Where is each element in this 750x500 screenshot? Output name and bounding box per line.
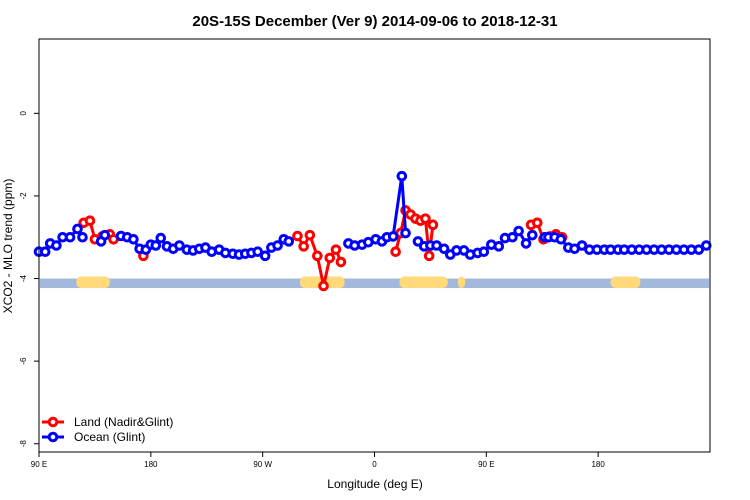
land-data-point [298,241,309,252]
y-axis: 0 -2 -4 -6 -8 [19,111,39,448]
land-data-point [304,229,316,241]
ocean-data-point [155,232,167,244]
land-data-point [312,250,323,262]
ocean-data-point [493,241,505,252]
ocean-data-point [693,244,705,255]
x-tick-label: 90 E [31,460,47,469]
x-axis-label: Longitude (deg E) [327,477,422,491]
chart-title: 20S-15S December (Ver 9) 2014-09-06 to 2… [192,13,557,30]
land-data-point [420,213,431,224]
ocean-data-point [77,231,88,243]
x-tick-label: 180 [591,460,605,469]
ocean-data-point [438,243,450,255]
land-data-point [84,215,96,227]
ocean-data-point [99,229,111,241]
ocean-data-point [576,240,588,251]
x-axis: 90 E 180 90 W 0 90 E 180 [31,452,605,469]
land-data-point [324,252,336,264]
ocean-data-point [272,240,283,251]
ocean-data-point [478,246,490,257]
ocean-data-point [507,231,518,243]
ocean-data-point [520,238,532,249]
y-axis-label: XCO2 - MLO trend (ppm) [1,179,15,314]
ocean-data-point [51,240,62,251]
x-tick-label: 0 [372,460,377,469]
legend-ocean-label: Ocean (Glint) [74,430,145,444]
x-tick-label: 180 [144,460,158,469]
ocean-data-point [396,170,408,182]
land-mask-segment [76,276,110,289]
ocean-data-point [555,234,567,245]
ocean-data-point [283,236,295,247]
y-tick-label: -8 [19,440,28,448]
legend-land-marker [47,416,59,428]
land-mask-segment [610,276,641,289]
land-data-point [335,256,347,268]
y-tick-label: 0 [19,111,28,116]
ocean-data-point [150,240,162,251]
y-tick-label: -6 [19,357,28,365]
ocean-data-point [174,240,185,251]
ocean-data-point [128,234,139,245]
ocean-data-point [527,229,538,241]
land-data-point [292,230,303,242]
ocean-data-point [259,250,271,262]
land-data-point [427,219,439,231]
y-tick-label: -4 [19,274,28,282]
ocean-data-point [387,231,399,242]
x-tick-label: 90 E [478,460,494,469]
y-tick-label: -2 [19,192,28,200]
ocean-data-point [72,223,83,235]
ocean-data-point [400,227,411,239]
land-data-point [318,280,329,292]
land-mask-segment [399,276,448,289]
legend-land-label: Land (Nadir&Glint) [74,415,173,429]
plot-area [33,170,712,292]
land-mask-segment [457,276,466,289]
ocean-data-point [700,240,712,251]
ocean-mask-band [40,278,709,289]
ocean-data-point [252,246,263,257]
legend: Land (Nadir&Glint) Ocean (Glint) [42,415,173,444]
ocean-data-point [513,225,524,237]
ocean-data-point [39,246,51,257]
legend-ocean-marker [47,431,59,443]
land-data-point [330,244,342,255]
x-tick-label: 90 W [253,460,272,469]
ocean-data-point [64,231,76,243]
land-data-point [423,250,435,262]
land-data-point [390,246,401,257]
land-data-point [531,217,543,229]
